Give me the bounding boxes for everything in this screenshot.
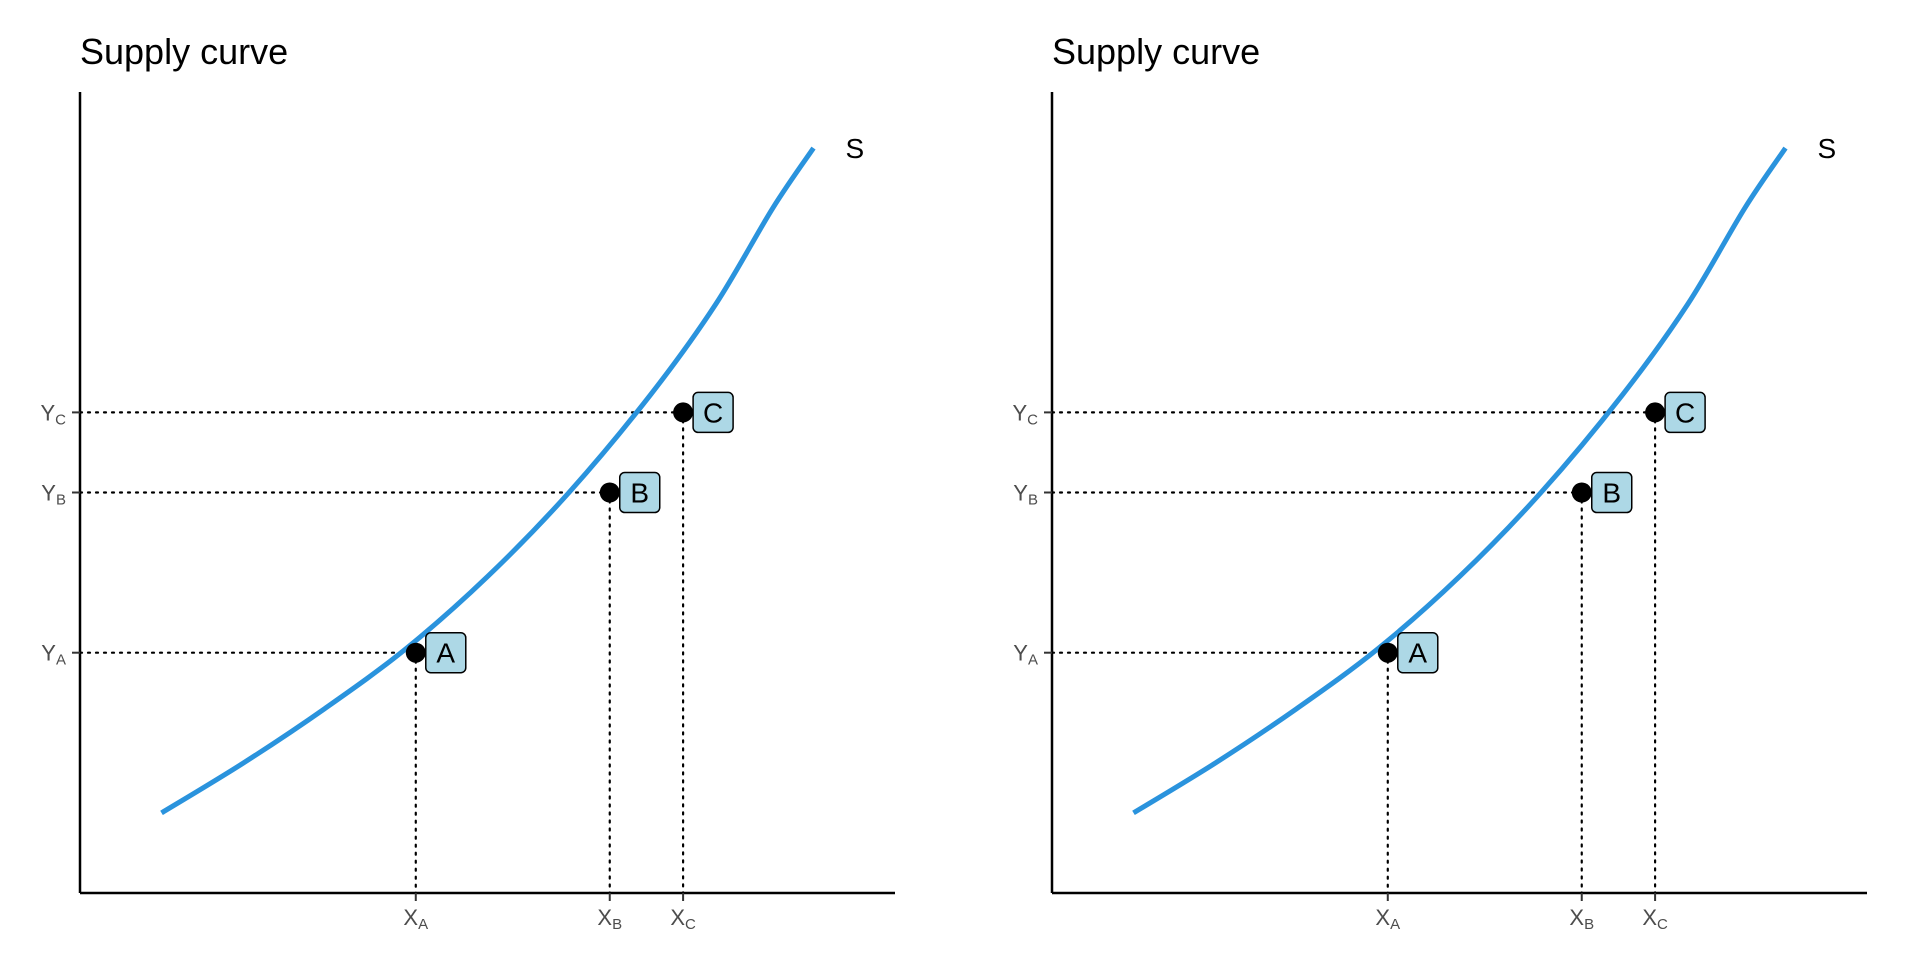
x-tick-label-b: XB — [597, 905, 622, 933]
point-label-box-a — [425, 631, 467, 674]
chart-title: Supply curve — [1052, 31, 1260, 72]
y-tick-label-b: YB — [41, 481, 66, 509]
point-label-b: B — [1602, 478, 1621, 509]
point-c — [1645, 402, 1666, 423]
supply-chart-2: Supply curve S YA XA YB XB YC XC A B C — [1012, 31, 1867, 933]
point-b — [1571, 482, 1592, 503]
y-tick-label-b: YB — [1013, 481, 1038, 509]
y-tick-label-a: YA — [41, 641, 66, 669]
point-a — [1377, 642, 1398, 663]
x-tick-label-a: XA — [1375, 905, 1400, 933]
point-c — [673, 402, 694, 423]
chart-title: Supply curve — [80, 31, 288, 72]
point-b — [599, 482, 620, 503]
point-label-c: C — [703, 397, 723, 428]
point-label-box-a — [1397, 631, 1439, 674]
x-tick-label-b: XB — [1569, 905, 1594, 933]
supply-chart-1: Supply curve S YA XA YB XB YC XC A B C — [40, 31, 895, 933]
supply-curve-label: S — [846, 133, 865, 164]
y-tick-label-c: YC — [1012, 400, 1038, 428]
point-label-box-b — [619, 471, 661, 514]
y-tick-label-c: YC — [40, 400, 66, 428]
supply-curve-label: S — [1818, 133, 1837, 164]
x-tick-label-a: XA — [403, 905, 428, 933]
point-label-box-c — [692, 391, 734, 434]
point-a — [405, 642, 426, 663]
point-label-box-b — [1591, 471, 1633, 514]
supply-curve-line — [1132, 146, 1788, 816]
point-label-c: C — [1675, 397, 1695, 428]
point-label-a: A — [436, 638, 455, 669]
x-tick-label-c: XC — [1642, 905, 1668, 933]
point-label-box-c — [1664, 391, 1706, 434]
point-label-b: B — [630, 478, 649, 509]
supply-curve-line — [160, 146, 816, 816]
x-tick-label-c: XC — [670, 905, 696, 933]
y-tick-label-a: YA — [1013, 641, 1038, 669]
point-label-a: A — [1408, 638, 1427, 669]
